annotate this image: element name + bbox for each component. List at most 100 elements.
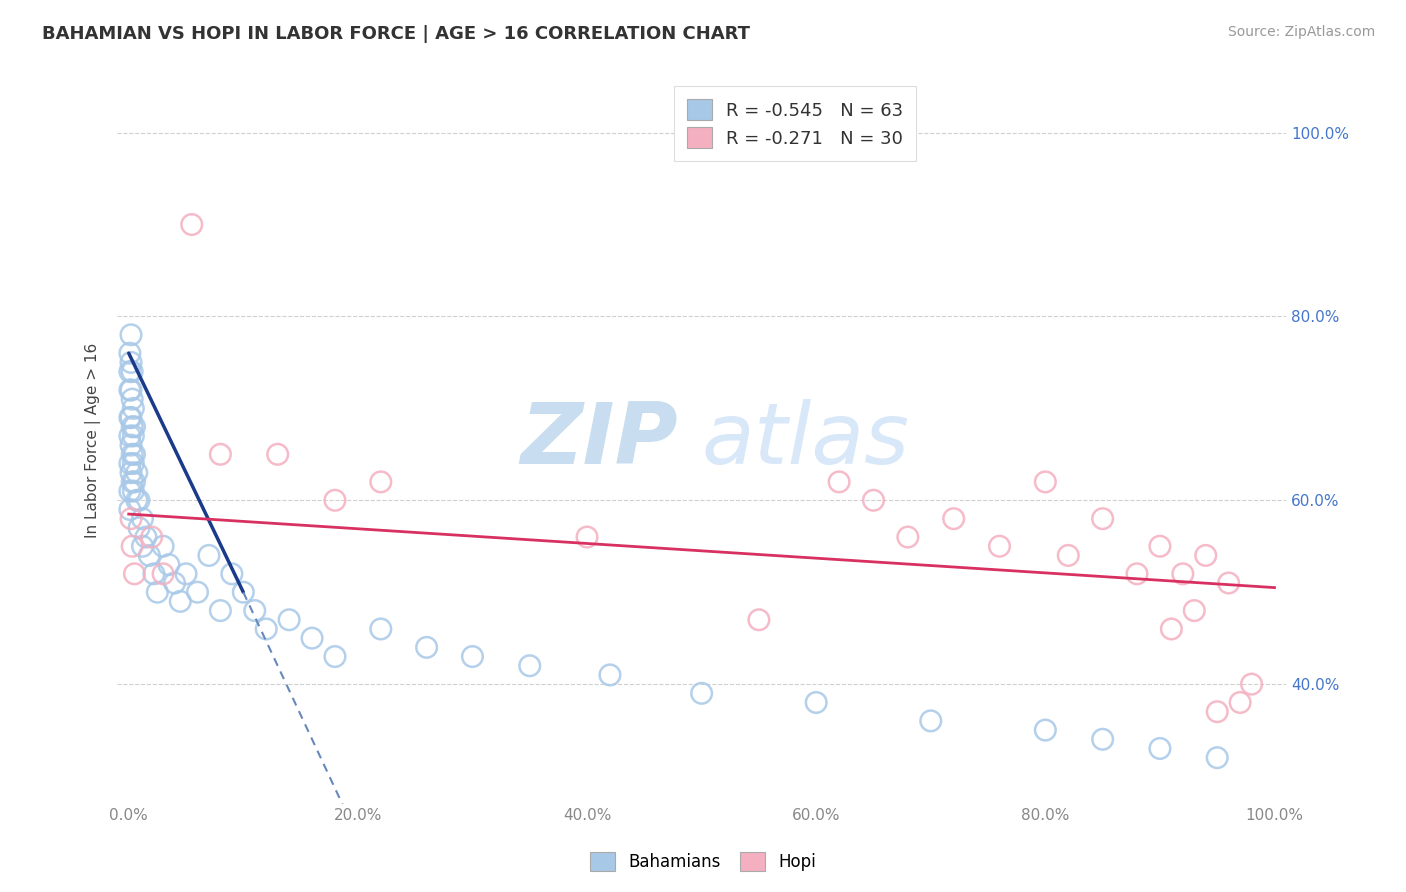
Point	[120, 355, 142, 369]
Point	[1149, 539, 1171, 553]
Point	[120, 466, 142, 480]
Point	[121, 365, 143, 379]
Point	[278, 613, 301, 627]
Text: atlas: atlas	[702, 399, 910, 482]
Point	[323, 493, 346, 508]
Y-axis label: In Labor Force | Age > 16: In Labor Force | Age > 16	[86, 343, 101, 538]
Point	[152, 539, 174, 553]
Point	[920, 714, 942, 728]
Point	[1057, 549, 1080, 563]
Point	[135, 530, 157, 544]
Point	[186, 585, 208, 599]
Point	[169, 594, 191, 608]
Point	[1149, 741, 1171, 756]
Point	[942, 511, 965, 525]
Point	[121, 447, 143, 461]
Point	[576, 530, 599, 544]
Point	[254, 622, 277, 636]
Point	[131, 511, 153, 525]
Text: BAHAMIAN VS HOPI IN LABOR FORCE | AGE > 16 CORRELATION CHART: BAHAMIAN VS HOPI IN LABOR FORCE | AGE > …	[42, 25, 751, 43]
Legend: R = -0.545   N = 63, R = -0.271   N = 30: R = -0.545 N = 63, R = -0.271 N = 30	[673, 87, 917, 161]
Point	[748, 613, 770, 627]
Point	[806, 696, 828, 710]
Point	[243, 604, 266, 618]
Point	[415, 640, 437, 655]
Point	[301, 631, 323, 645]
Point	[124, 566, 146, 581]
Point	[120, 438, 142, 452]
Point	[120, 511, 142, 525]
Point	[1171, 566, 1194, 581]
Point	[138, 549, 160, 563]
Point	[141, 530, 163, 544]
Point	[1206, 750, 1229, 764]
Point	[461, 649, 484, 664]
Point	[128, 521, 150, 535]
Point	[323, 649, 346, 664]
Point	[122, 429, 145, 443]
Point	[519, 658, 541, 673]
Point	[1218, 576, 1240, 591]
Point	[118, 457, 141, 471]
Point	[897, 530, 920, 544]
Point	[120, 410, 142, 425]
Point	[828, 475, 851, 489]
Point	[125, 493, 148, 508]
Point	[1126, 566, 1149, 581]
Point	[146, 585, 169, 599]
Point	[131, 539, 153, 553]
Point	[1206, 705, 1229, 719]
Point	[122, 484, 145, 499]
Point	[1182, 604, 1205, 618]
Point	[118, 484, 141, 499]
Point	[862, 493, 884, 508]
Point	[118, 346, 141, 360]
Point	[121, 392, 143, 406]
Point	[1033, 475, 1056, 489]
Point	[690, 686, 713, 700]
Point	[174, 566, 197, 581]
Point	[124, 419, 146, 434]
Point	[152, 566, 174, 581]
Point	[1240, 677, 1263, 691]
Point	[370, 622, 392, 636]
Point	[232, 585, 254, 599]
Point	[142, 566, 165, 581]
Point	[118, 429, 141, 443]
Point	[1091, 511, 1114, 525]
Text: Source: ZipAtlas.com: Source: ZipAtlas.com	[1227, 25, 1375, 39]
Point	[124, 475, 146, 489]
Point	[122, 401, 145, 416]
Point	[120, 383, 142, 397]
Point	[370, 475, 392, 489]
Point	[266, 447, 288, 461]
Point	[163, 576, 186, 591]
Point	[1160, 622, 1182, 636]
Text: ZIP: ZIP	[520, 399, 678, 482]
Point	[118, 365, 141, 379]
Point	[118, 410, 141, 425]
Point	[221, 566, 243, 581]
Point	[198, 549, 221, 563]
Point	[988, 539, 1011, 553]
Legend: Bahamians, Hopi: Bahamians, Hopi	[581, 843, 825, 880]
Point	[120, 327, 142, 342]
Point	[1195, 549, 1218, 563]
Point	[128, 493, 150, 508]
Point	[1033, 723, 1056, 737]
Point	[118, 383, 141, 397]
Point	[122, 457, 145, 471]
Text: #dce8f5: #dce8f5	[702, 440, 707, 441]
Point	[209, 447, 232, 461]
Point	[121, 419, 143, 434]
Point	[124, 447, 146, 461]
Point	[157, 558, 180, 572]
Point	[121, 475, 143, 489]
Point	[1091, 732, 1114, 747]
Point	[209, 604, 232, 618]
Point	[125, 466, 148, 480]
Point	[118, 502, 141, 516]
Point	[1229, 696, 1251, 710]
Point	[180, 218, 202, 232]
Point	[599, 668, 621, 682]
